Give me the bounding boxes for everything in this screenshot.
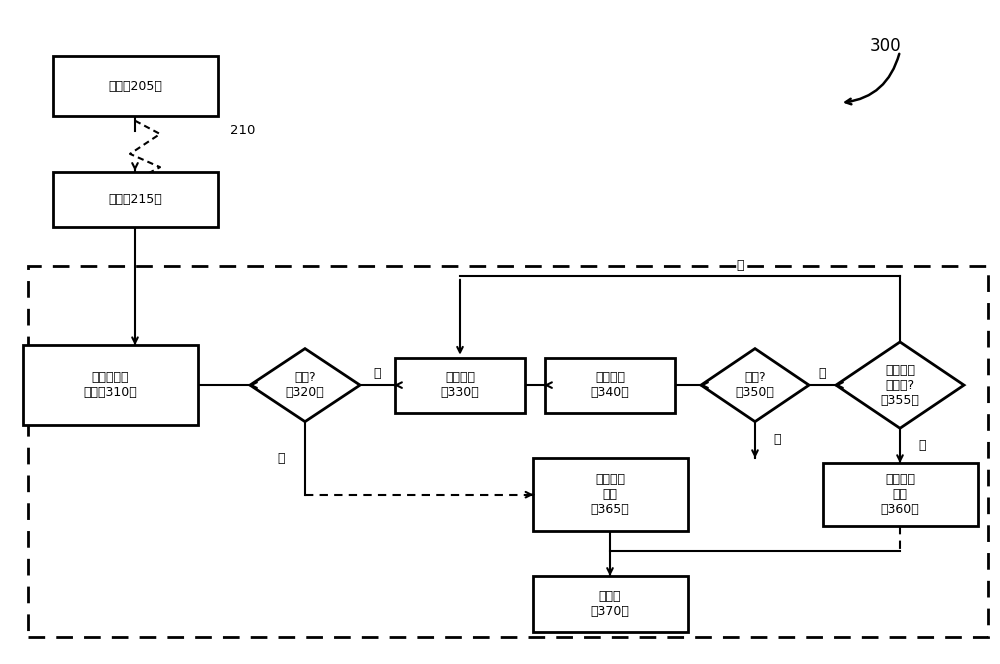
Text: 复位｛215｝: 复位｛215｝ — [108, 193, 162, 206]
Text: 否: 否 — [736, 259, 744, 272]
Text: 210: 210 — [230, 124, 255, 137]
Text: 所有扫试
都完成?
｛355｝: 所有扫试 都完成? ｛355｝ — [881, 364, 919, 406]
Text: 是: 是 — [374, 367, 381, 380]
Text: 否: 否 — [773, 434, 780, 446]
FancyBboxPatch shape — [395, 357, 525, 412]
FancyBboxPatch shape — [23, 345, 198, 425]
Text: 是: 是 — [819, 367, 826, 380]
Text: 通过?
｛350｝: 通过? ｛350｝ — [736, 371, 774, 399]
Text: 是: 是 — [918, 439, 926, 452]
FancyBboxPatch shape — [53, 56, 218, 116]
FancyBboxPatch shape — [822, 463, 978, 526]
Text: 电容器短路
测试｛310｝: 电容器短路 测试｛310｝ — [83, 371, 137, 399]
Polygon shape — [701, 349, 809, 422]
Polygon shape — [836, 342, 964, 428]
Text: 空闲｛205｝: 空闲｛205｝ — [108, 80, 162, 93]
FancyBboxPatch shape — [532, 458, 688, 531]
Text: 显示器
｛370｝: 显示器 ｛370｝ — [591, 590, 629, 618]
Text: 短路测试
失败
｛365｝: 短路测试 失败 ｛365｝ — [591, 473, 629, 516]
FancyBboxPatch shape — [545, 357, 675, 412]
Text: 300: 300 — [870, 37, 902, 56]
Text: 短路测试
通过
｛360｝: 短路测试 通过 ｛360｝ — [881, 473, 919, 516]
Text: 扫试测试
｛330｝: 扫试测试 ｛330｝ — [441, 371, 479, 399]
FancyBboxPatch shape — [532, 576, 688, 632]
Text: 扫描测试
｛340｝: 扫描测试 ｛340｝ — [591, 371, 629, 399]
Text: 否: 否 — [278, 452, 285, 465]
Polygon shape — [250, 349, 360, 422]
FancyBboxPatch shape — [53, 172, 218, 227]
Text: 通过?
｛320｝: 通过? ｛320｝ — [286, 371, 324, 399]
